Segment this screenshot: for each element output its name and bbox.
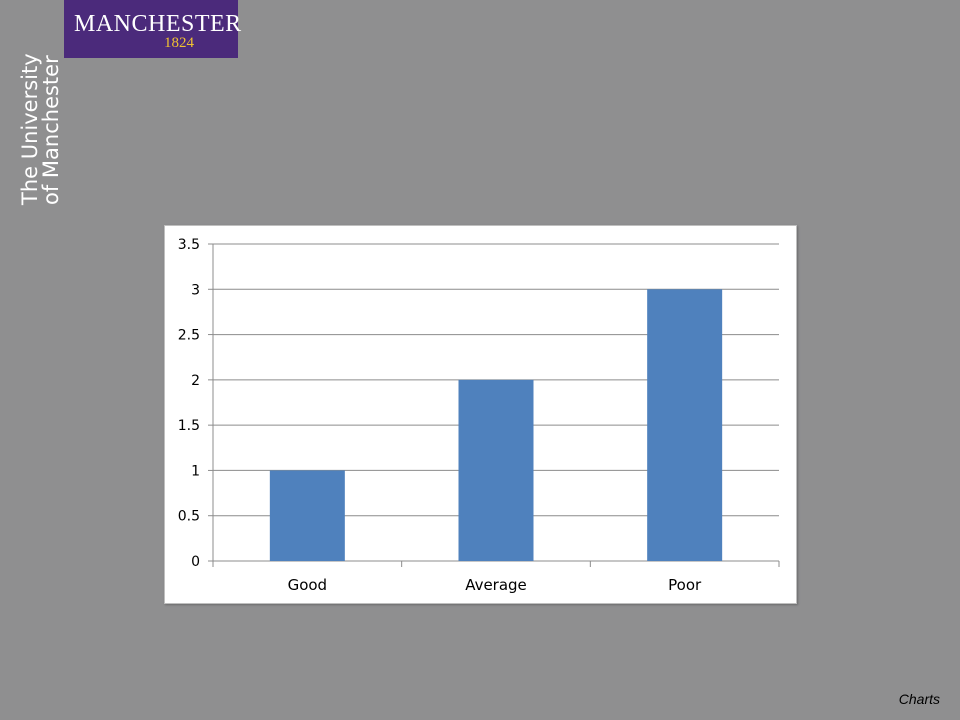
x-tick-label: Poor: [668, 576, 702, 594]
bar-good: [269, 470, 345, 561]
y-tick-label: 3: [191, 282, 200, 298]
y-tick-label: 1.5: [178, 418, 200, 434]
chart-svg: 0 0.5 1 1.5 2 2.5 3 3.5 Good Average Poor: [178, 237, 780, 594]
university-name-line2: of Manchester: [39, 55, 63, 205]
y-tick-label: 0.5: [178, 509, 200, 525]
logo-wordmark: MANCHESTER: [74, 11, 242, 37]
footer-label: Charts: [898, 691, 940, 707]
bar-poor: [647, 289, 723, 561]
x-tick-label: Average: [465, 576, 527, 594]
logo-year: 1824: [164, 35, 194, 51]
y-tick-label: 0: [191, 554, 200, 570]
manchester-logo: MANCHESTER 1824: [64, 0, 241, 58]
y-tick-label: 2.5: [178, 328, 200, 344]
x-tick-label: Good: [288, 576, 328, 594]
y-tick-label: 1: [191, 463, 200, 479]
bar-chart: 0 0.5 1 1.5 2 2.5 3 3.5 Good Average Poor: [164, 225, 797, 604]
university-name-line1: The University: [18, 53, 42, 205]
university-name-vertical: The University of Manchester: [18, 53, 63, 205]
y-tick-label: 3.5: [178, 237, 200, 253]
bar-average: [458, 379, 534, 561]
y-tick-label: 2: [191, 373, 200, 389]
